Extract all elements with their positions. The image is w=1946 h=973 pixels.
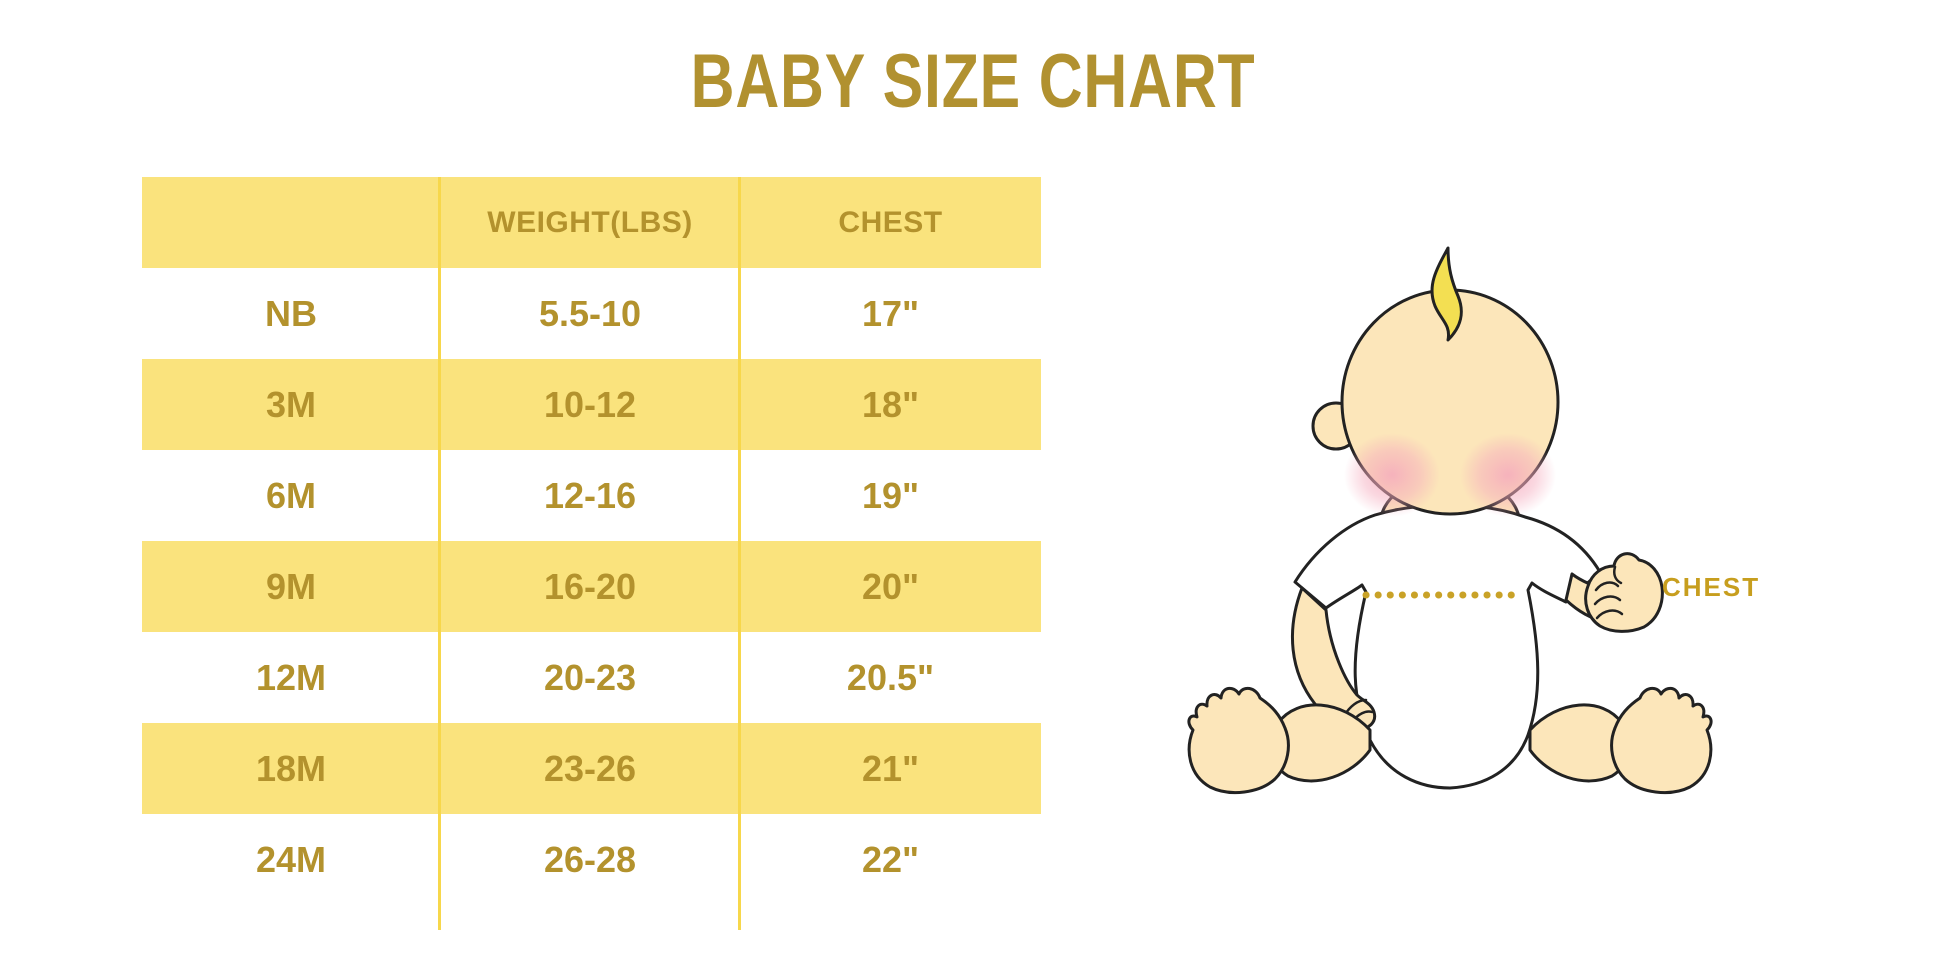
- chest-cell: 19": [861, 474, 920, 516]
- baby-cheek-right: [1460, 433, 1556, 517]
- size-cell: NB: [265, 292, 317, 334]
- chest-cell: 20.5": [846, 656, 935, 698]
- size-cell: 18M: [255, 747, 327, 789]
- table-header-row: WEIGHT(LBS) CHEST: [142, 177, 1041, 268]
- size-cell: 6M: [265, 474, 316, 516]
- weight-cell: 10-12: [543, 383, 637, 425]
- baby-fist-fingers: [1593, 565, 1624, 620]
- table-row: 9M 16-20 20": [142, 541, 1041, 632]
- table-row: NB 5.5-10 17": [142, 268, 1041, 359]
- baby-left-arm: [1290, 586, 1377, 731]
- weight-cell: 23-26: [543, 747, 637, 789]
- chest-cell: 21": [861, 747, 920, 789]
- page-title: BABY SIZE CHART: [0, 38, 1946, 125]
- size-table: WEIGHT(LBS) CHEST NB 5.5-10 17" 3M 10-12…: [142, 177, 1041, 930]
- chest-cell: 17": [861, 292, 920, 334]
- size-cell: 24M: [255, 838, 327, 880]
- size-cell: 3M: [265, 383, 316, 425]
- chest-cell: 22": [861, 838, 920, 880]
- baby-illustration-icon: [1187, 246, 1713, 794]
- weight-cell: 16-20: [543, 565, 637, 607]
- column-divider: [738, 177, 741, 930]
- chest-cell: 18": [861, 383, 920, 425]
- chest-label: CHEST: [1662, 572, 1761, 602]
- baby-right-leg: [1528, 686, 1713, 794]
- baby-left-leg: [1187, 686, 1372, 794]
- chest-cell: 20": [861, 565, 920, 607]
- weight-cell: 26-28: [543, 838, 637, 880]
- column-divider: [438, 177, 441, 930]
- page-title-text: BABY SIZE CHART: [690, 39, 1256, 124]
- weight-cell: 20-23: [543, 656, 637, 698]
- size-cell: 9M: [265, 565, 316, 607]
- table-row: 18M 23-26 21": [142, 723, 1041, 814]
- header-weight: WEIGHT(LBS): [487, 205, 693, 239]
- weight-cell: 12-16: [543, 474, 637, 516]
- weight-cell: 5.5-10: [538, 292, 642, 334]
- baby-cheek-left: [1344, 433, 1440, 517]
- table-row: 24M 26-28 22": [142, 814, 1041, 905]
- header-size: [142, 177, 440, 268]
- header-chest: CHEST: [838, 205, 943, 239]
- table-row: 3M 10-12 18": [142, 359, 1041, 450]
- baby-hair-curl: [1430, 246, 1463, 342]
- table-row: 6M 12-16 19": [142, 450, 1041, 541]
- table-row: 12M 20-23 20.5": [142, 632, 1041, 723]
- size-cell: 12M: [255, 656, 327, 698]
